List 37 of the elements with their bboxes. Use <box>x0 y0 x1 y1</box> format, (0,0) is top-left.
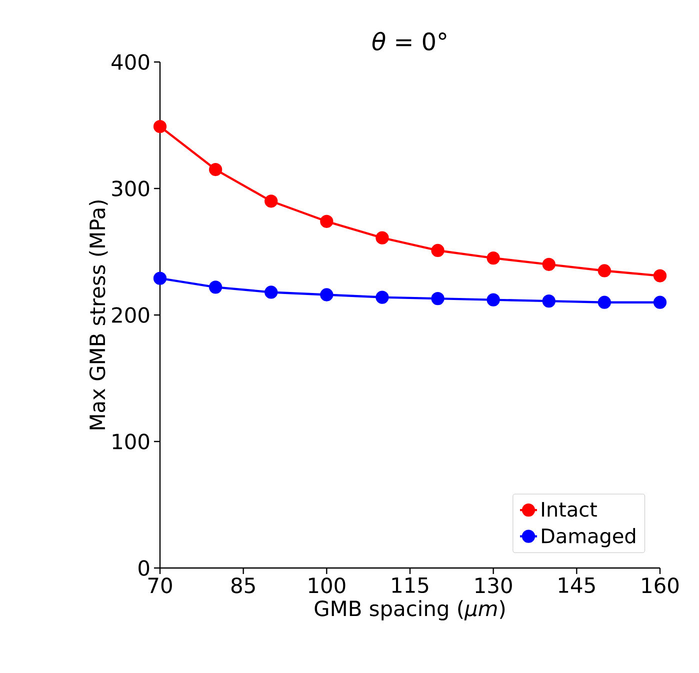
point <box>653 296 667 309</box>
y-axis-title: Max GMB stress (MPa) <box>89 200 108 430</box>
point <box>486 252 500 265</box>
y-tick-label: 200 <box>112 307 150 323</box>
point <box>153 120 167 134</box>
x-tick-label: 70 <box>148 577 172 594</box>
legend-label: Damaged <box>542 528 636 548</box>
x-tick-label: 100 <box>308 577 346 594</box>
point <box>653 269 667 282</box>
point <box>542 294 556 308</box>
x-tick-label: 85 <box>231 577 255 594</box>
chart-title: θ = 0° <box>372 32 446 51</box>
point <box>431 244 444 258</box>
x-tick-label: 160 <box>642 577 679 594</box>
point <box>598 296 612 309</box>
point <box>486 293 500 306</box>
x-axis-title: GMB spacing (μm) <box>314 600 505 620</box>
y-tick-label: 400 <box>112 54 150 70</box>
point <box>208 280 222 294</box>
x-tick-label: 130 <box>476 577 512 594</box>
point <box>320 214 334 228</box>
point <box>264 286 278 299</box>
y-tick-label: 300 <box>112 180 150 196</box>
point <box>320 288 334 302</box>
point <box>264 194 278 208</box>
x-tick-label: 145 <box>558 578 595 594</box>
legend-label: Intact <box>542 502 597 517</box>
point <box>431 292 444 306</box>
point <box>376 290 389 304</box>
y-tick-label: 100 <box>112 434 150 450</box>
x-tick-label: 115 <box>392 578 428 594</box>
point <box>153 272 167 285</box>
y-tick-label: 0 <box>138 560 150 576</box>
point <box>208 162 222 176</box>
point <box>376 231 389 244</box>
point <box>598 264 612 278</box>
point <box>542 258 556 271</box>
